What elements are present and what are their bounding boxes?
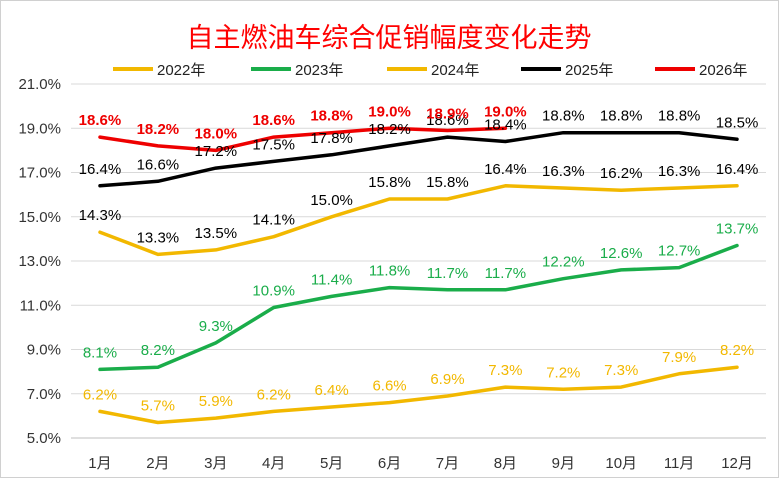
x-axis: 1月 2月 3月 4月 5月 6月 7月 8月 9月 10月 11月 12月 (88, 455, 753, 472)
data-label: 17.8% (310, 130, 353, 147)
data-label: 8.2% (720, 342, 754, 359)
data-label: 13.3% (137, 229, 180, 246)
y-tick-label: 21.0% (18, 76, 61, 93)
data-labels: 6.2% 5.7% 5.9% 6.2% 6.4% 6.6% 6.9% 7.3% 7.2% 7.3%… (79, 103, 759, 414)
y-tick-label: 9.0% (27, 342, 61, 359)
series-group (98, 126, 739, 425)
legend-label: 2024年 (431, 62, 479, 79)
x-tick-label: 2月 (146, 455, 169, 472)
y-tick-label: 5.0% (27, 430, 61, 447)
data-label: 8.1% (83, 344, 117, 361)
x-tick-label: 11月 (664, 455, 695, 472)
data-label: 18.8% (310, 108, 353, 125)
y-axis: 5.0% 7.0% 9.0% 11.0% 13.0% 15.0% 17.0% 19.0% 21.… (18, 76, 61, 447)
data-label: 19.0% (368, 103, 411, 120)
x-tick-label: 1月 (88, 455, 111, 472)
legend-label: 2026年 (699, 62, 747, 79)
data-label: 16.4% (79, 161, 122, 178)
data-label: 18.6% (252, 112, 295, 129)
data-label: 18.8% (542, 108, 585, 125)
y-tick-label: 13.0% (18, 253, 61, 270)
series-line (98, 126, 508, 153)
y-tick-label: 19.0% (18, 120, 61, 137)
series-line (98, 130, 739, 188)
legend: 2022年 2023年 2024年 2025年 2026年 (113, 62, 747, 79)
data-label: 16.3% (542, 163, 585, 180)
data-label: 6.9% (430, 371, 464, 388)
x-tick-label: 12月 (721, 455, 753, 472)
x-tick-label: 10月 (605, 455, 637, 472)
data-label: 18.6% (426, 112, 469, 129)
data-label: 17.2% (195, 143, 238, 160)
data-label: 18.6% (79, 112, 122, 129)
data-label: 9.3% (199, 318, 233, 335)
data-label: 10.9% (252, 282, 295, 299)
data-label: 18.8% (600, 108, 643, 125)
data-label: 7.9% (662, 349, 696, 366)
data-label: 6.2% (257, 386, 291, 403)
data-label: 7.3% (488, 362, 522, 379)
data-label: 6.6% (372, 378, 406, 395)
data-label: 5.9% (199, 393, 233, 410)
series-line (98, 243, 739, 372)
data-label: 12.6% (600, 245, 643, 262)
y-tick-label: 7.0% (27, 386, 61, 403)
series-line (98, 184, 739, 257)
data-label: 14.3% (79, 207, 122, 224)
data-label: 11.4% (311, 271, 352, 288)
chart-title: 自主燃油车综合促销幅度变化走势 (187, 23, 592, 54)
x-tick-label: 8月 (494, 455, 517, 472)
y-tick-label: 15.0% (18, 209, 61, 226)
data-label: 16.4% (716, 161, 759, 178)
x-tick-label: 3月 (204, 455, 227, 472)
legend-label: 2025年 (565, 62, 613, 79)
data-label: 6.2% (83, 386, 117, 403)
x-tick-label: 4月 (262, 455, 285, 472)
data-label: 18.2% (368, 121, 411, 138)
x-tick-label: 5月 (320, 455, 343, 472)
data-label: 16.3% (658, 163, 701, 180)
data-label: 6.4% (315, 382, 349, 399)
data-label: 7.3% (604, 362, 638, 379)
data-label: 15.8% (426, 174, 469, 191)
data-label: 16.6% (137, 156, 180, 173)
data-label: 15.0% (310, 192, 353, 209)
data-label: 18.9% (426, 105, 469, 122)
data-label: 15.8% (368, 174, 411, 191)
data-label: 19.0% (484, 103, 527, 120)
data-label: 18.4% (484, 117, 527, 134)
data-label: 7.2% (546, 364, 580, 381)
data-label: 11.7% (427, 265, 468, 282)
data-label: 17.5% (252, 136, 295, 153)
data-label: 11.8% (369, 263, 410, 280)
data-label: 12.2% (542, 254, 585, 271)
data-label: 13.5% (195, 225, 238, 242)
data-label: 18.0% (195, 125, 238, 142)
data-label: 5.7% (141, 398, 175, 415)
series-line (98, 365, 739, 425)
data-label: 12.7% (658, 243, 701, 260)
data-label: 16.4% (484, 161, 527, 178)
data-label: 18.5% (716, 114, 759, 131)
y-tick-label: 17.0% (18, 165, 61, 182)
y-tick-label: 11.0% (20, 297, 61, 314)
legend-label: 2023年 (295, 62, 343, 79)
data-label: 11.7% (485, 265, 526, 282)
data-label: 18.8% (658, 108, 701, 125)
data-label: 8.2% (141, 342, 175, 359)
data-label: 16.2% (600, 165, 643, 182)
legend-label: 2022年 (157, 62, 205, 79)
x-tick-label: 9月 (552, 455, 575, 472)
x-tick-label: 6月 (378, 455, 401, 472)
x-tick-label: 7月 (436, 455, 459, 472)
data-label: 14.1% (252, 212, 295, 229)
data-label: 13.7% (716, 221, 759, 238)
data-label: 18.2% (137, 121, 180, 138)
